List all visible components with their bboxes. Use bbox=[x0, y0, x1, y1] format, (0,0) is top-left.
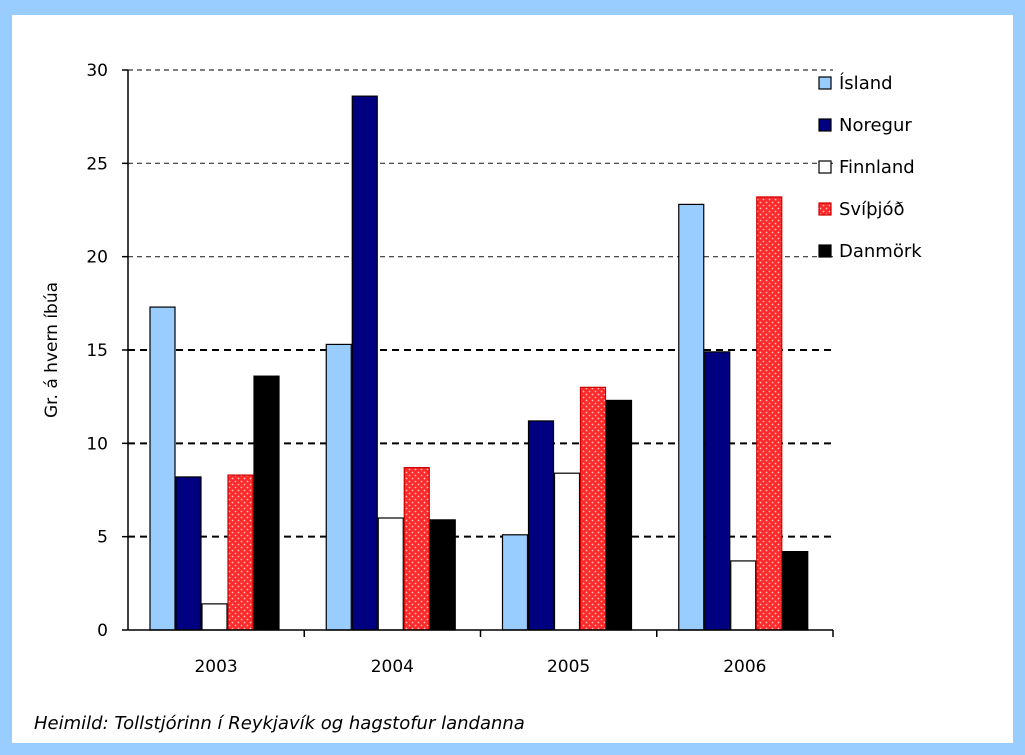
legend-label: Danmörk bbox=[839, 241, 922, 262]
x-tick-label: 2005 bbox=[547, 657, 590, 677]
bar-svíþjóð-2005 bbox=[579, 386, 607, 631]
bar-noregur-2006 bbox=[704, 351, 731, 631]
bar-noregur-2004 bbox=[351, 95, 378, 631]
bar-svíþjóð-2003 bbox=[227, 474, 254, 631]
y-tick-label: 10 bbox=[86, 434, 108, 454]
y-tick-label: 20 bbox=[86, 248, 108, 268]
y-tick-label: 0 bbox=[97, 621, 108, 641]
bar-danmörk-2004 bbox=[429, 519, 456, 631]
x-tick-label: 2006 bbox=[723, 657, 766, 677]
legend-swatch bbox=[818, 118, 832, 132]
legend-swatch bbox=[818, 202, 832, 216]
legend-label: Ísland bbox=[839, 72, 893, 94]
y-tick-label: 15 bbox=[86, 341, 108, 361]
y-tick-label: 25 bbox=[86, 154, 108, 174]
bar-finnland-2004 bbox=[377, 517, 404, 631]
bar-svíþjóð-2006 bbox=[756, 196, 783, 631]
x-tick-label: 2003 bbox=[194, 657, 237, 677]
bar-ísland-2005 bbox=[501, 534, 529, 631]
legend-label: Noregur bbox=[839, 115, 912, 136]
legend-swatch bbox=[818, 244, 832, 258]
bar-svíþjóð-2004 bbox=[403, 467, 430, 631]
bar-finnland-2006 bbox=[730, 560, 757, 631]
bar-ísland-2004 bbox=[325, 343, 352, 631]
y-tick-label: 5 bbox=[97, 528, 108, 548]
bar-danmörk-2005 bbox=[605, 399, 633, 631]
bar-finnland-2003 bbox=[201, 603, 228, 631]
bar-ísland-2003 bbox=[149, 306, 176, 631]
legend-label: Finnland bbox=[839, 157, 915, 178]
legend-swatch bbox=[818, 160, 832, 174]
bar-ísland-2006 bbox=[678, 203, 705, 631]
legend-label: Svíþjóð bbox=[839, 199, 905, 220]
y-tick-label: 30 bbox=[86, 61, 108, 81]
bar-noregur-2003 bbox=[175, 476, 202, 631]
legend-swatch bbox=[818, 76, 832, 90]
bar-noregur-2005 bbox=[527, 420, 555, 631]
bar-danmörk-2006 bbox=[782, 550, 809, 631]
y-axis-label: Gr. á hvern íbúa bbox=[42, 281, 62, 419]
bar-danmörk-2003 bbox=[253, 375, 280, 631]
source-note: Heimild: Tollstjórinn í Reykjavík og hag… bbox=[34, 713, 525, 734]
x-tick-label: 2004 bbox=[371, 657, 414, 677]
bar-finnland-2005 bbox=[553, 472, 581, 631]
